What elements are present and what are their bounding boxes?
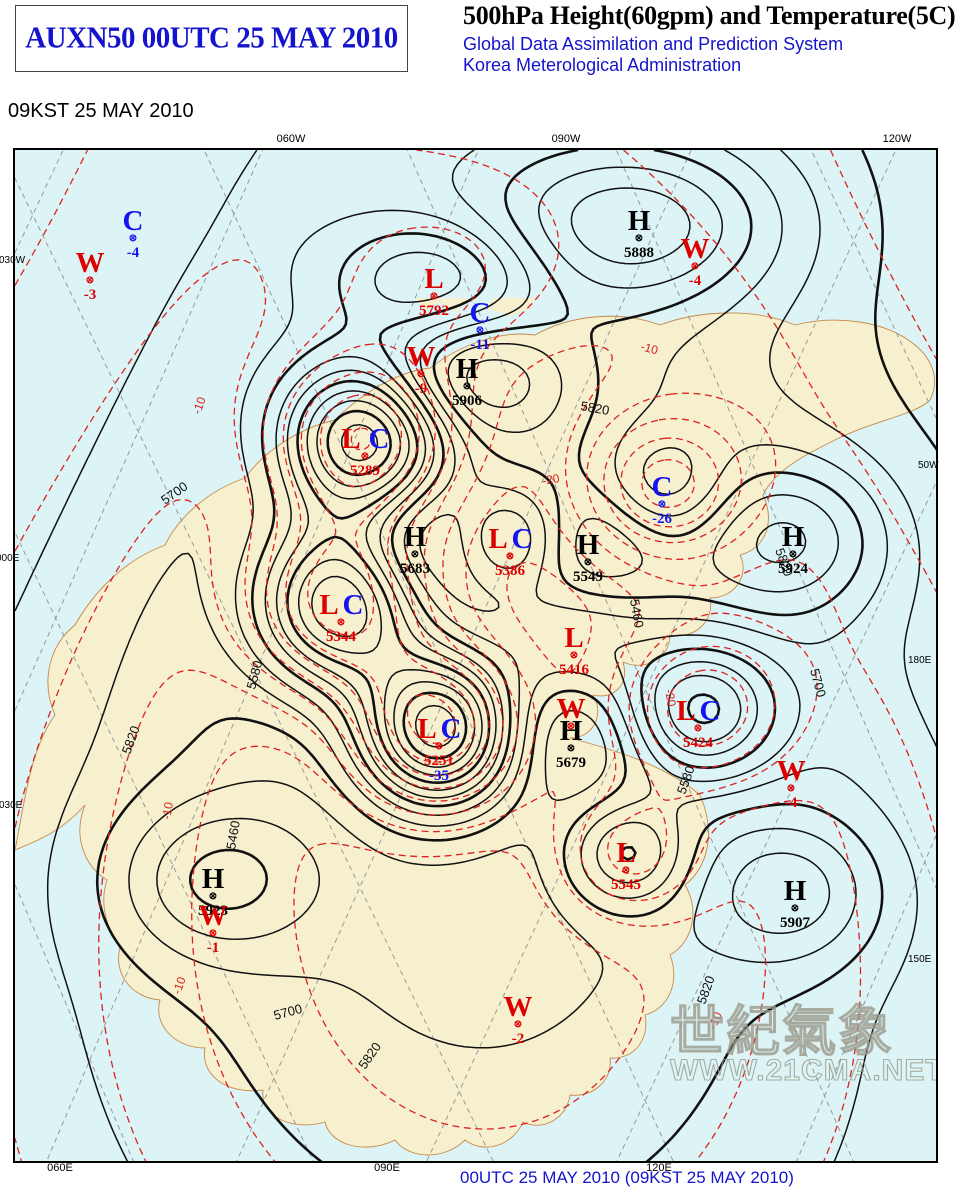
svg-text:090W: 090W (552, 133, 581, 145)
svg-text:5792: 5792 (419, 303, 449, 319)
svg-text:L: L (417, 713, 436, 745)
svg-text:5906: 5906 (452, 393, 483, 409)
svg-text:5386: 5386 (495, 563, 526, 579)
svg-text:⊗: ⊗ (417, 369, 425, 380)
svg-text:-11: -11 (470, 337, 489, 353)
svg-text:-9: -9 (415, 381, 428, 397)
svg-text:5344: 5344 (326, 629, 357, 645)
svg-text:5683: 5683 (400, 561, 430, 577)
svg-text:L: L (676, 695, 695, 727)
svg-text:-3: -3 (84, 287, 97, 303)
svg-text:L: L (319, 589, 338, 621)
svg-text:⊗: ⊗ (694, 723, 702, 734)
svg-text:-26: -26 (652, 511, 672, 527)
svg-text:C: C (369, 423, 390, 455)
svg-text:5907: 5907 (780, 915, 811, 931)
svg-text:-4: -4 (689, 273, 702, 289)
svg-text:C: C (343, 589, 364, 621)
svg-text:⊗: ⊗ (691, 261, 699, 272)
svg-text:5679: 5679 (556, 755, 586, 771)
svg-text:L: L (341, 423, 360, 455)
svg-text:5545: 5545 (611, 877, 641, 893)
svg-text:060E: 060E (47, 1162, 73, 1174)
svg-text:C: C (700, 695, 721, 727)
svg-text:⊗: ⊗ (570, 650, 578, 661)
svg-text:⊗: ⊗ (506, 551, 514, 562)
svg-text:-4: -4 (127, 245, 140, 261)
svg-text:⊗: ⊗ (658, 499, 666, 510)
svg-text:L: L (488, 523, 507, 555)
svg-text:060W: 060W (277, 133, 306, 145)
svg-text:⊗: ⊗ (476, 325, 484, 336)
svg-text:⊗: ⊗ (209, 928, 217, 939)
svg-text:⊗: ⊗ (361, 451, 369, 462)
svg-text:C: C (512, 523, 533, 555)
svg-text:5424: 5424 (683, 735, 714, 751)
svg-text:⊗: ⊗ (430, 291, 438, 302)
svg-text:⊗: ⊗ (463, 381, 471, 392)
svg-text:⊗: ⊗ (86, 275, 94, 286)
svg-text:⊗: ⊗ (584, 557, 592, 568)
svg-text:⊗: ⊗ (337, 617, 345, 628)
svg-text:120W: 120W (883, 133, 912, 145)
svg-text:5924: 5924 (778, 561, 809, 577)
svg-text:⊗: ⊗ (567, 743, 575, 754)
svg-text:⊗: ⊗ (435, 741, 443, 752)
svg-text:5888: 5888 (624, 245, 654, 261)
svg-text:⊗: ⊗ (789, 549, 797, 560)
svg-text:⊗: ⊗ (129, 233, 137, 244)
svg-text:5549: 5549 (573, 569, 603, 585)
svg-text:⊗: ⊗ (787, 783, 795, 794)
svg-text:-35: -35 (429, 768, 449, 784)
svg-text:⊗: ⊗ (514, 1019, 522, 1030)
svg-text:090E: 090E (374, 1162, 400, 1174)
svg-text:5416: 5416 (559, 662, 590, 678)
svg-text:C: C (441, 713, 462, 745)
svg-text:世紀氣象: 世紀氣象 (670, 1002, 894, 1062)
svg-text:-1: -1 (207, 940, 220, 956)
svg-text:⊗: ⊗ (791, 903, 799, 914)
svg-text:-2: -2 (512, 1031, 525, 1047)
svg-text:⊗: ⊗ (622, 865, 630, 876)
svg-text:⊗: ⊗ (635, 233, 643, 244)
svg-text:WWW.21CMA.NET: WWW.21CMA.NET (670, 1054, 938, 1087)
svg-text:5251: 5251 (424, 753, 454, 769)
svg-text:5289: 5289 (350, 463, 380, 479)
svg-text:-4: -4 (785, 795, 798, 811)
svg-text:⊗: ⊗ (411, 549, 419, 560)
